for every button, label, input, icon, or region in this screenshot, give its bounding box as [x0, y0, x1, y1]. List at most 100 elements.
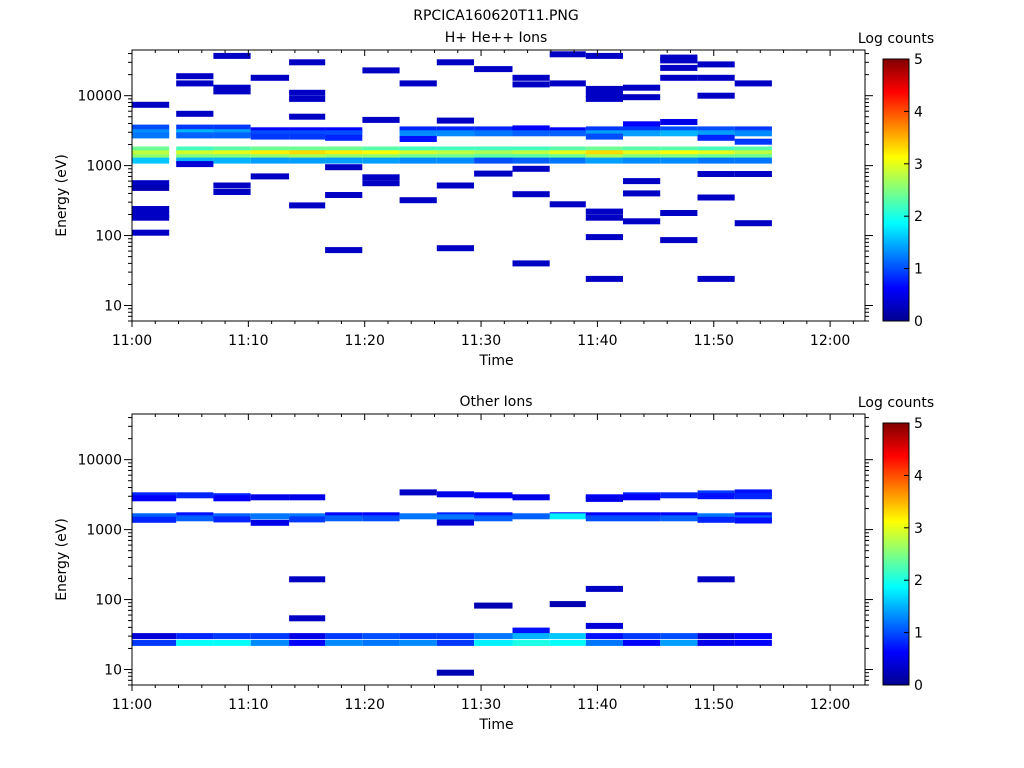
heatmap-cells: [132, 489, 772, 676]
heatmap-cell: [399, 146, 437, 153]
heatmap-cell: [474, 515, 513, 522]
heatmap-cell: [289, 133, 326, 140]
heatmap-cell: [176, 639, 214, 646]
heatmap-cell: [436, 514, 474, 521]
heatmap-cell: [585, 275, 623, 282]
heatmap-cell: [623, 146, 661, 153]
x-tick-label: 11:30: [461, 697, 501, 713]
heatmap-cell: [132, 180, 170, 187]
heatmap-cell: [734, 489, 772, 496]
colorbar-tick-label: 3: [914, 521, 923, 537]
heatmap-cell: [734, 517, 772, 524]
heatmap-cell: [660, 633, 698, 640]
heatmap-cell: [697, 154, 735, 161]
heatmap-cell: [399, 130, 437, 137]
heatmap-cell: [132, 214, 170, 221]
heatmap-cell: [213, 132, 251, 139]
heatmap-cell: [734, 138, 772, 145]
heatmap-cell: [362, 154, 400, 161]
heatmap-cell: [585, 95, 623, 102]
heatmap-cell: [289, 89, 326, 96]
heatmap-cell: [660, 126, 698, 133]
colorbar-tick-label: 0: [914, 678, 923, 694]
heatmap-cell: [549, 130, 586, 137]
heatmap-cell: [176, 124, 214, 131]
heatmap-cell: [697, 157, 735, 164]
heatmap-cell: [585, 208, 623, 215]
heatmap-cell: [623, 218, 661, 225]
heatmap-cell: [697, 639, 735, 646]
heatmap-cell: [585, 126, 623, 133]
heatmap-cell: [512, 130, 550, 137]
heatmap-cell: [362, 146, 400, 153]
heatmap-cell: [325, 130, 363, 137]
heatmap-cell: [623, 94, 661, 101]
heatmap-cell: [512, 157, 550, 164]
heatmap-cell: [697, 633, 735, 640]
heatmap-cell: [660, 515, 698, 522]
heatmap-cell: [549, 633, 586, 640]
heatmap-cell: [697, 92, 735, 99]
heatmap-cell: [325, 150, 363, 157]
y-axis-label: Energy (eV): [54, 154, 70, 237]
colorbar-label: Log counts: [858, 395, 934, 411]
heatmap-cell: [734, 146, 772, 153]
colorbar: [882, 422, 910, 686]
heatmap-cell: [474, 126, 513, 133]
heatmap-cell: [176, 129, 214, 136]
heatmap-cell: [176, 150, 214, 157]
heatmap-cell: [289, 639, 326, 646]
heatmap-cell: [512, 191, 550, 198]
heatmap-cell: [362, 157, 400, 164]
heatmap-cell: [549, 157, 586, 164]
heatmap-cell: [512, 513, 550, 520]
heatmap-cell: [132, 211, 170, 218]
heatmap-cell: [289, 157, 326, 164]
heatmap-cell: [697, 171, 735, 177]
heatmap-cell: [549, 154, 586, 161]
heatmap-cell: [623, 150, 661, 157]
y-tick-label: 1000: [86, 159, 122, 175]
heatmap-cell: [325, 134, 363, 141]
panel-h-he-ions: H+ He++ Ions 11:00 11:10 11:20 11:30 11:40 11:…: [54, 30, 934, 369]
x-tick-label: 11:20: [345, 697, 385, 713]
heatmap-cell: [176, 515, 214, 522]
x-axis-label: Time: [478, 353, 513, 369]
heatmap-cell: [734, 130, 772, 137]
heatmap-cell: [399, 633, 437, 640]
heatmap-cell: [549, 513, 586, 520]
heatmap-cell: [585, 214, 623, 221]
heatmap-cell: [660, 237, 698, 244]
heatmap-cell: [399, 197, 437, 204]
heatmap-cell: [132, 154, 170, 161]
heatmap-cell: [549, 201, 586, 208]
heatmap-cell: [213, 182, 251, 189]
heatmap-cell: [585, 52, 623, 59]
heatmap-cell: [585, 234, 623, 241]
heatmap-cell: [734, 171, 772, 177]
heatmap-cell: [289, 615, 326, 622]
heatmap-cell: [734, 150, 772, 157]
heatmap-cell: [549, 150, 586, 157]
y-tick-label: 100: [95, 229, 122, 245]
heatmap-cell: [436, 491, 474, 498]
heatmap-cell: [436, 150, 474, 157]
heatmap-cell: [213, 639, 251, 646]
heatmap-cell: [585, 157, 623, 164]
heatmap-cell: [213, 516, 251, 523]
heatmap-cell: [176, 110, 214, 117]
heatmap-cell: [585, 85, 623, 92]
heatmap-cell: [213, 495, 251, 502]
heatmap-cell: [213, 88, 251, 95]
heatmap-cell: [250, 150, 290, 157]
heatmap-cell: [325, 164, 363, 171]
heatmap-cell: [176, 492, 214, 499]
heatmap-cell: [132, 146, 170, 153]
heatmap-cell: [325, 154, 363, 161]
heatmap-cell: [734, 493, 772, 500]
heatmap-cell: [176, 161, 214, 168]
heatmap-cell: [250, 146, 290, 153]
heatmap-cell: [250, 519, 290, 526]
colorbar-tick-label: 3: [914, 157, 923, 173]
x-tick-label: 11:10: [228, 333, 268, 349]
